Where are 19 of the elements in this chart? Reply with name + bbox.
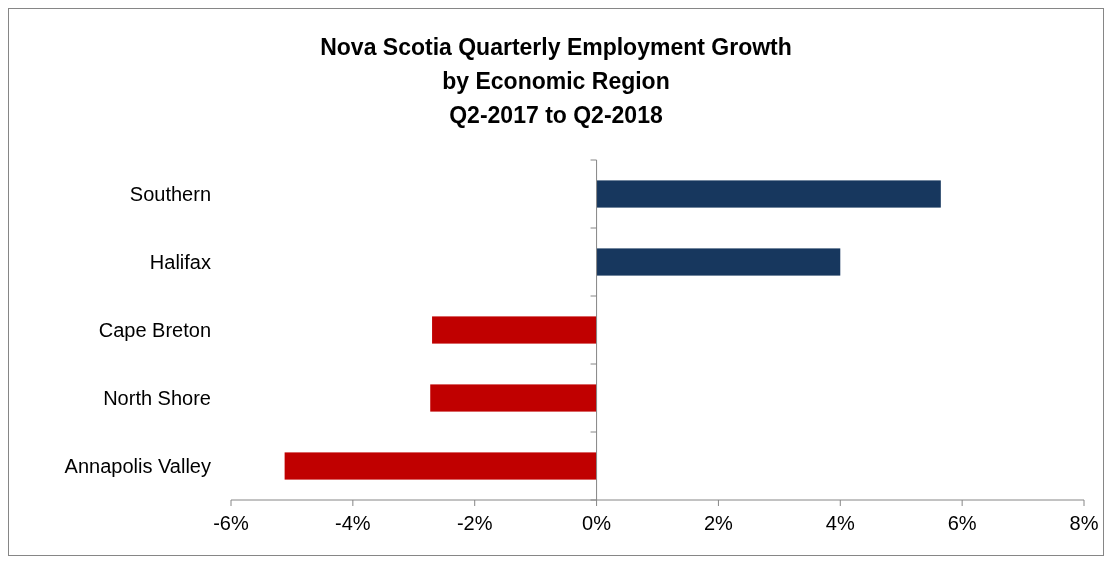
y-tick-label: Annapolis Valley: [64, 455, 211, 477]
bar: [430, 384, 597, 412]
x-tick-label: 2%: [703, 512, 734, 534]
bar: [284, 452, 597, 480]
y-tick-label: Cape Breton: [98, 319, 211, 341]
x-tick-label: -2%: [456, 512, 493, 534]
y-tick-label: Halifax: [149, 251, 211, 273]
bar: [432, 316, 597, 344]
y-tick-label: North Shore: [103, 387, 211, 409]
bar: [596, 180, 941, 208]
x-tick-label: 8%: [1069, 512, 1099, 534]
x-tick-label: 0%: [582, 512, 612, 534]
x-tick-label: -6%: [213, 512, 249, 534]
x-tick-label: 4%: [825, 512, 855, 534]
x-tick-label: -4%: [335, 512, 371, 534]
y-tick-label: Southern: [129, 183, 211, 205]
x-tick-label: 6%: [947, 512, 977, 534]
chart-title: Nova Scotia Quarterly Employment Growth by Economic Region Q2-2017 to Q2-2018: [320, 34, 792, 128]
bar: [596, 248, 841, 276]
